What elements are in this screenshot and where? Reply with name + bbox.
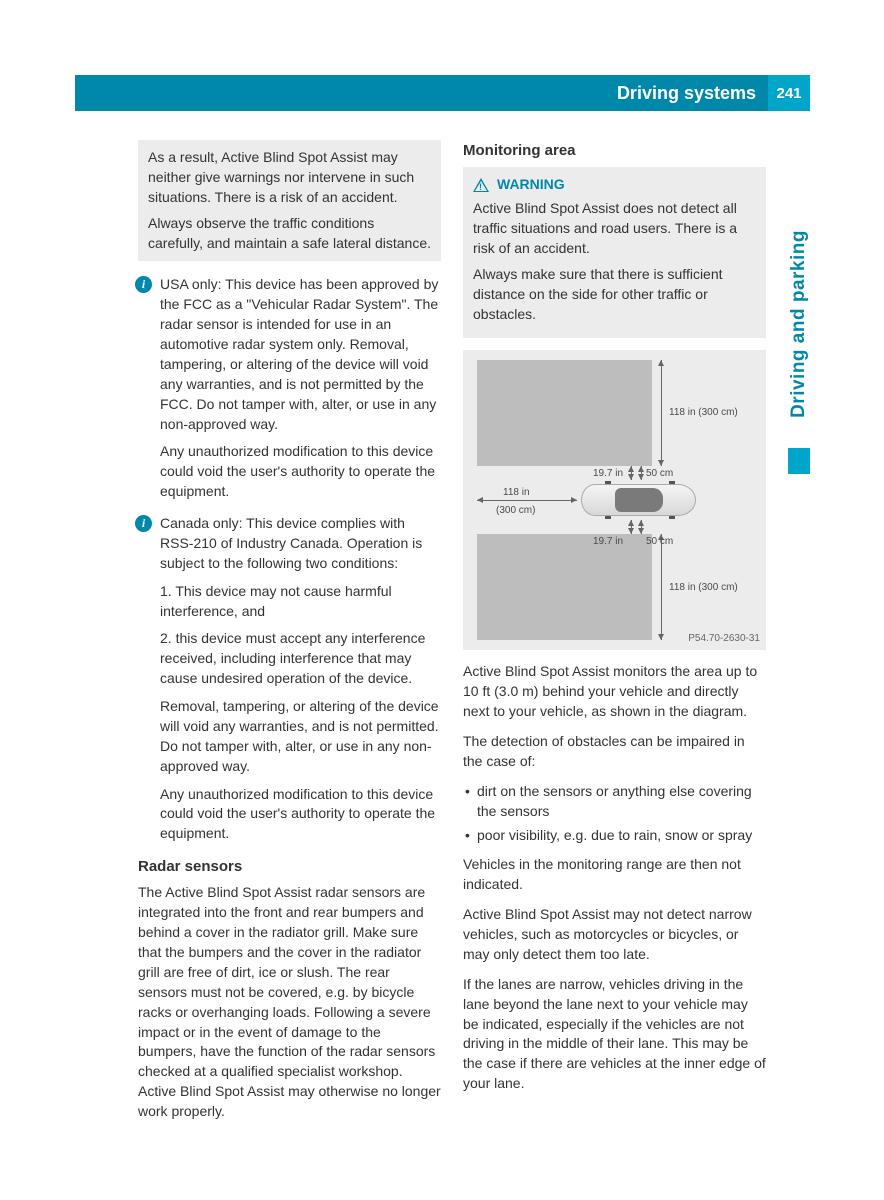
caution-p2: Always observe the traffic conditions ca…: [148, 214, 431, 254]
info-ca-p4: Removal, tampering, or altering of the d…: [160, 697, 441, 777]
content: As a result, Active Blind Spot Assist ma…: [138, 140, 766, 1132]
dim-arrow: [661, 534, 662, 640]
info-icon: i: [135, 276, 152, 293]
header-bar: Driving systems: [75, 75, 768, 111]
zone-top: [477, 360, 652, 466]
warning-icon: !: [473, 178, 489, 192]
dim-side-top: 118 in (300 cm): [669, 406, 738, 420]
right-p4: Active Blind Spot Assist may not detect …: [463, 905, 766, 965]
side-tab-label: Driving and parking: [788, 230, 810, 418]
page-number: 241: [768, 75, 810, 111]
info-usa-p1: USA only: This device has been approved …: [160, 275, 441, 434]
right-p5: If the lanes are narrow, vehicles drivin…: [463, 975, 766, 1094]
info-ca-p5: Any unauthorized modification to this de…: [160, 785, 441, 845]
dim-gap-bot2: 50 cm: [646, 535, 673, 549]
dim-rear: 118 in: [503, 486, 530, 500]
impairment-list: dirt on the sensors or anything else cov…: [463, 782, 766, 846]
dim-arrow: [641, 466, 642, 480]
header-title: Driving systems: [617, 83, 756, 104]
info-usa: i USA only: This device has been approve…: [138, 275, 441, 502]
dim-gap-top: 19.7 in: [593, 467, 623, 481]
side-tab-marker: [788, 448, 810, 474]
monitoring-diagram: 118 in (300 cm) 118 in (300 cm) 118 in (…: [463, 350, 766, 650]
dim-arrow: [631, 520, 632, 534]
right-p2: The detection of obstacles can be impair…: [463, 732, 766, 772]
dim-rear-sub: (300 cm): [496, 504, 535, 518]
info-ca-p1: Canada only: This device complies with R…: [160, 514, 441, 574]
dim-arrow: [641, 520, 642, 534]
diagram-code: P54.70-2630-31: [688, 632, 760, 646]
zone-bottom: [477, 534, 652, 640]
car-icon: [581, 480, 696, 520]
warning-label: WARNING: [497, 175, 565, 195]
radar-heading: Radar sensors: [138, 856, 441, 877]
warning-p2: Always make sure that there is sufficien…: [473, 265, 756, 325]
info-ca-p2: 1. This device may not cause harmful int…: [160, 582, 441, 622]
warning-box: ! WARNING Active Blind Spot Assist does …: [463, 167, 766, 338]
list-item: dirt on the sensors or anything else cov…: [477, 782, 766, 822]
list-item: poor visibility, e.g. due to rain, snow …: [477, 826, 766, 846]
right-p3: Vehicles in the monitoring range are the…: [463, 855, 766, 895]
info-usa-p2: Any unauthorized modification to this de…: [160, 442, 441, 502]
page-number-text: 241: [776, 85, 801, 102]
dim-gap-bot: 19.7 in: [593, 535, 623, 549]
dim-arrow: [631, 466, 632, 480]
monitoring-heading: Monitoring area: [463, 140, 766, 161]
info-ca-p3: 2. this device must accept any interfere…: [160, 629, 441, 689]
dim-side-bot: 118 in (300 cm): [669, 581, 738, 595]
left-column: As a result, Active Blind Spot Assist ma…: [138, 140, 441, 1132]
dim-arrow: [661, 360, 662, 466]
caution-box: As a result, Active Blind Spot Assist ma…: [138, 140, 441, 261]
info-icon: i: [135, 515, 152, 532]
radar-body: The Active Blind Spot Assist radar senso…: [138, 883, 441, 1122]
warning-head: ! WARNING: [473, 175, 756, 195]
warning-p1: Active Blind Spot Assist does not detect…: [473, 199, 756, 259]
right-p1: Active Blind Spot Assist monitors the ar…: [463, 662, 766, 722]
right-column: Monitoring area ! WARNING Active Blind S…: [463, 140, 766, 1132]
dim-gap-top2: 50 cm: [646, 467, 673, 481]
info-canada: i Canada only: This device complies with…: [138, 514, 441, 844]
caution-p1: As a result, Active Blind Spot Assist ma…: [148, 148, 431, 208]
